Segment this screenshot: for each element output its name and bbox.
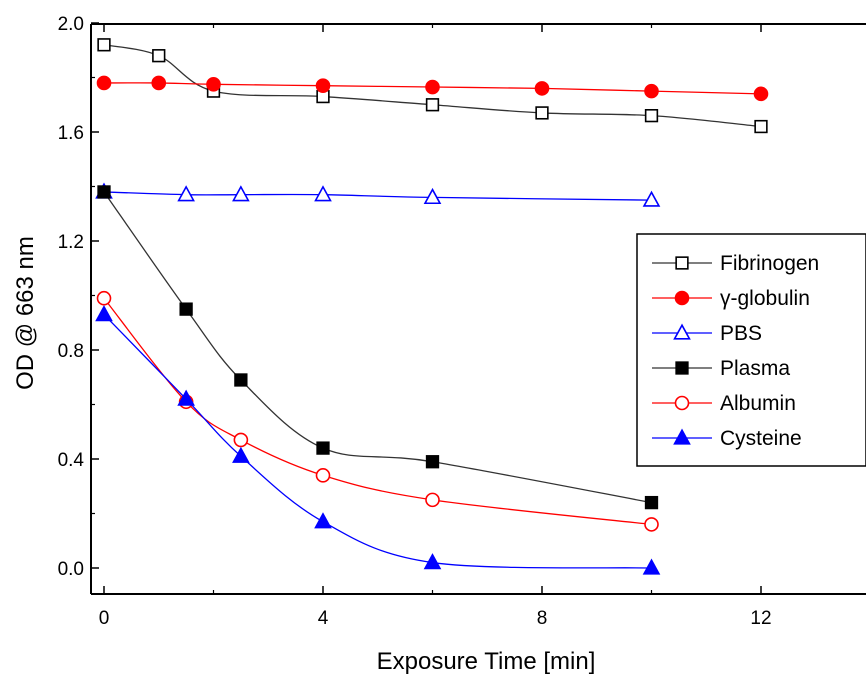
data-point <box>423 187 442 205</box>
data-point <box>232 185 250 202</box>
data-point <box>425 98 440 112</box>
legend-marker <box>675 256 689 270</box>
legend-box <box>636 233 866 467</box>
data-point <box>642 558 661 575</box>
legend-item: γ-globulin <box>652 287 810 310</box>
data-point <box>96 75 112 91</box>
legend-label: Fibrinogen <box>720 252 819 275</box>
y-axis-title: OD @ 663 nm <box>12 236 39 390</box>
series-line <box>103 191 652 504</box>
series-γ-globulin <box>96 75 769 102</box>
legend-label: Albumin <box>720 392 796 415</box>
x-tick-label: 4 <box>318 608 329 629</box>
data-point <box>206 77 221 92</box>
series-Albumin <box>96 290 659 532</box>
data-point <box>534 81 550 96</box>
x-axis: 0 4 8 12 <box>99 24 772 629</box>
data-point <box>177 389 195 406</box>
data-point <box>535 106 549 120</box>
data-point <box>177 185 195 202</box>
data-point <box>644 109 659 123</box>
legend-label: Cysteine <box>720 427 802 450</box>
y-tick-label: 1.2 <box>58 232 84 253</box>
data-point <box>233 432 249 448</box>
y-tick-label: 0.4 <box>58 450 85 471</box>
data-point <box>753 86 769 102</box>
data-point <box>315 468 331 483</box>
data-point <box>152 49 166 63</box>
plot-frame <box>90 23 866 595</box>
x-tick-label: 0 <box>99 608 110 629</box>
series-line <box>103 314 652 569</box>
legend-marker <box>674 290 690 306</box>
data-point <box>316 441 330 455</box>
data-point <box>95 305 113 322</box>
y-tick-label: 0.0 <box>58 559 84 580</box>
series-Plasma <box>97 185 659 510</box>
data-point <box>425 492 440 508</box>
data-point <box>644 495 659 510</box>
legend-marker <box>673 323 691 340</box>
data-point <box>642 190 661 207</box>
data-point <box>644 83 659 99</box>
legend-item: Albumin <box>652 392 796 415</box>
data-point <box>179 302 193 316</box>
data-point <box>314 185 332 202</box>
legend-marker <box>675 361 689 375</box>
legend-marker <box>674 395 690 411</box>
y-tick-label: 1.6 <box>58 123 84 144</box>
legend: Fibrinogen γ-globulin PBS Plasma Albumin Cyst… <box>636 233 866 467</box>
x-tick-label: 8 <box>537 608 548 629</box>
legend-label: Plasma <box>720 357 790 380</box>
data-point <box>644 517 659 532</box>
series-layer <box>95 38 769 575</box>
data-point <box>234 373 248 387</box>
data-point <box>423 553 442 570</box>
legend-label: γ-globulin <box>720 287 810 310</box>
data-point <box>315 78 331 93</box>
data-point <box>314 512 332 529</box>
series-Cysteine <box>95 305 661 575</box>
x-axis-title: Exposure Time [min] <box>377 648 596 675</box>
series-PBS <box>95 182 661 207</box>
data-point <box>96 290 112 306</box>
data-point <box>425 79 440 95</box>
y-tick-label: 2.0 <box>58 14 84 35</box>
y-axis: 0.0 0.4 0.8 1.2 1.6 2.0 <box>58 14 99 580</box>
data-point <box>754 119 768 134</box>
legend-marker <box>673 428 691 445</box>
y-tick-label: 0.8 <box>58 341 84 362</box>
data-point <box>97 185 111 199</box>
data-point <box>97 38 111 52</box>
data-point <box>232 446 250 463</box>
series-line <box>103 297 652 526</box>
data-point <box>425 455 440 469</box>
x-tick-label: 12 <box>750 608 771 629</box>
legend-item: Fibrinogen <box>652 252 819 275</box>
legend-item: Plasma <box>652 357 790 380</box>
legend-item: Cysteine <box>652 427 802 450</box>
legend-item: PBS <box>652 322 762 345</box>
data-point <box>151 75 167 91</box>
legend-label: PBS <box>720 322 762 345</box>
